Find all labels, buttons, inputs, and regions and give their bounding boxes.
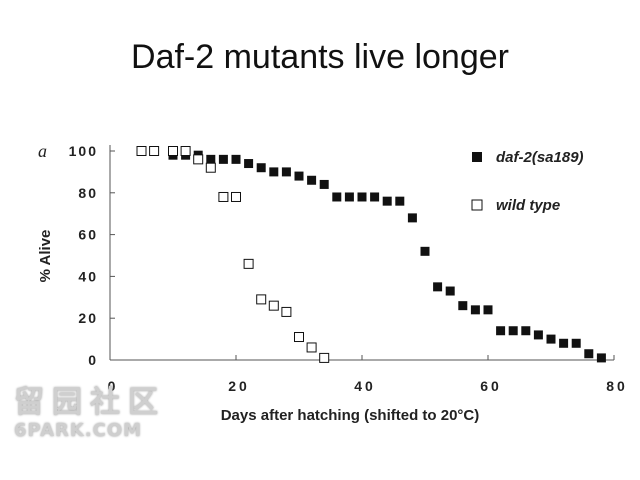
wildtype-point	[231, 191, 241, 202]
y-axis-label: % Alive	[37, 230, 54, 283]
legend-marker	[472, 152, 482, 162]
daf2-point	[231, 154, 241, 164]
y-tick-label: 60	[78, 227, 98, 243]
wildtype-point	[319, 352, 330, 363]
y-tick-label: 20	[78, 310, 98, 326]
wildtype-point	[306, 342, 317, 353]
daf2-point	[357, 192, 367, 202]
wildtype-point	[243, 258, 254, 269]
y-tick-label: 100	[69, 143, 98, 159]
daf2-point	[256, 163, 266, 173]
daf2-point	[584, 349, 594, 359]
daf2-point	[571, 338, 581, 348]
wildtype-point	[294, 332, 304, 343]
daf2-point	[332, 192, 342, 202]
y-tick-label: 40	[78, 268, 98, 284]
daf2-point	[533, 330, 543, 340]
daf2-point	[596, 353, 606, 363]
wildtype-point	[256, 294, 267, 305]
daf2-point	[546, 334, 556, 344]
watermark: 留园社区 6PARK.COM	[14, 386, 166, 442]
wildtype-point	[136, 146, 147, 156]
daf2-point	[559, 338, 569, 348]
x-axis-label: Days after hatching (shifted to 20°C)	[221, 407, 480, 424]
daf2-point	[496, 326, 506, 336]
daf2-point	[294, 171, 304, 181]
y-tick-label: 0	[88, 352, 98, 368]
daf2-point	[307, 175, 317, 185]
daf2-point	[319, 179, 329, 189]
wildtype-point	[218, 191, 229, 202]
daf2-point	[395, 196, 405, 206]
daf2-point	[445, 286, 455, 296]
x-tick-label: 80	[606, 378, 628, 394]
wildtype-point	[180, 146, 191, 156]
legend-label: daf-2(sa189)	[496, 149, 584, 166]
daf2-point	[420, 246, 430, 256]
daf2-point	[281, 167, 291, 177]
daf2-point	[470, 305, 480, 315]
daf2-point	[269, 167, 279, 177]
slide-title: Daf-2 mutants live longer	[131, 38, 509, 76]
wildtype-point	[281, 306, 292, 317]
daf2-point	[433, 282, 443, 292]
daf2-point	[483, 305, 493, 315]
panel-label: a	[38, 141, 47, 161]
wildtype-point	[205, 162, 216, 173]
legend-label: wild type	[496, 197, 560, 214]
wildtype-point	[193, 154, 204, 165]
wildtype-point	[149, 146, 160, 156]
x-tick-label: 0	[108, 378, 119, 394]
y-tick-label: 80	[78, 185, 98, 201]
daf2-point	[458, 301, 468, 311]
legend-marker	[471, 199, 483, 211]
watermark-line2: 6PARK.COM	[14, 420, 143, 441]
daf2-point	[370, 192, 380, 202]
wildtype-point	[168, 146, 178, 156]
x-tick-label: 60	[480, 378, 502, 394]
daf2-point	[206, 154, 216, 164]
daf2-point	[407, 213, 417, 223]
daf2-point	[521, 326, 531, 336]
x-tick-label: 20	[228, 378, 250, 394]
daf2-point	[244, 159, 254, 169]
daf2-point	[218, 154, 228, 164]
daf2-point	[344, 192, 354, 202]
wildtype-point	[268, 300, 279, 311]
watermark-line1: 留园社区	[14, 385, 166, 420]
daf2-point	[508, 326, 518, 336]
daf2-point	[382, 196, 392, 206]
x-tick-label: 40	[354, 378, 376, 394]
